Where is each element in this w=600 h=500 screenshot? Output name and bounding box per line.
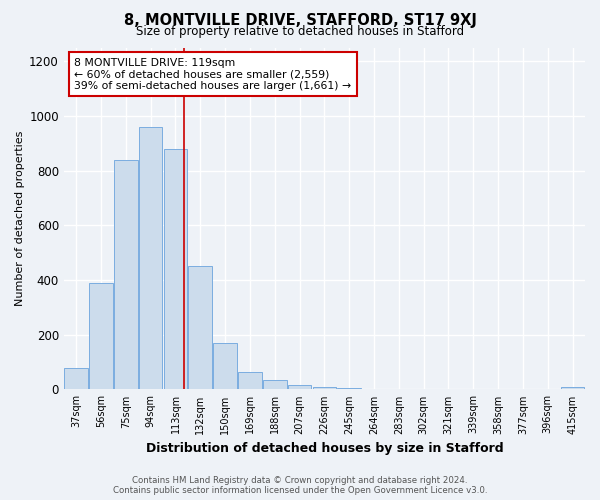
Text: Contains HM Land Registry data © Crown copyright and database right 2024.
Contai: Contains HM Land Registry data © Crown c… [113,476,487,495]
Bar [288,386,311,390]
Text: 8, MONTVILLE DRIVE, STAFFORD, ST17 9XJ: 8, MONTVILLE DRIVE, STAFFORD, ST17 9XJ [124,12,476,28]
Bar [561,387,584,390]
Bar [139,127,163,390]
Bar [238,372,262,390]
Bar [188,266,212,390]
Bar [214,343,237,390]
Bar [89,282,113,390]
Bar [313,386,336,390]
Bar [114,160,137,390]
Bar [164,148,187,390]
Bar [263,380,287,390]
Y-axis label: Number of detached properties: Number of detached properties [15,131,25,306]
Bar [362,389,386,390]
Bar [337,388,361,390]
Text: 8 MONTVILLE DRIVE: 119sqm
← 60% of detached houses are smaller (2,559)
39% of se: 8 MONTVILLE DRIVE: 119sqm ← 60% of detac… [74,58,352,91]
Text: Size of property relative to detached houses in Stafford: Size of property relative to detached ho… [136,25,464,38]
X-axis label: Distribution of detached houses by size in Stafford: Distribution of detached houses by size … [146,442,503,455]
Bar [64,368,88,390]
